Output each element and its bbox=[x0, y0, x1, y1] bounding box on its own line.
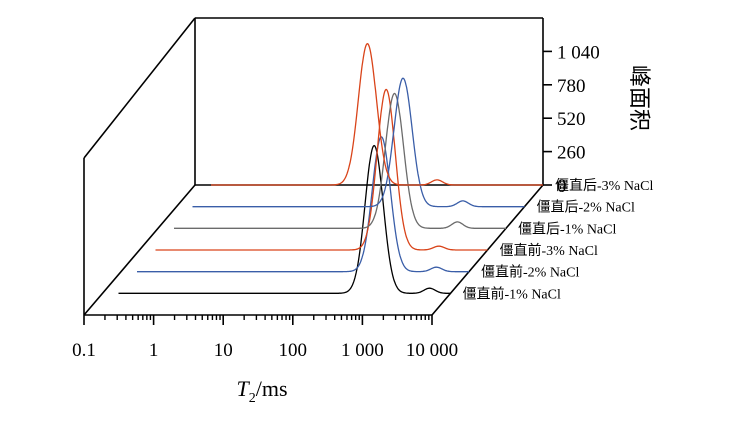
x-axis-ticks bbox=[83, 315, 433, 325]
z-tick-label: 780 bbox=[557, 76, 586, 97]
series-group bbox=[118, 43, 543, 294]
series-label: 僵直前-3% NaCl bbox=[500, 242, 598, 259]
x-tick-label: 10 bbox=[214, 340, 233, 361]
z-axis-ticks bbox=[543, 50, 552, 186]
series-line bbox=[192, 77, 525, 208]
z-tick-label: 0 bbox=[557, 176, 567, 197]
series-line bbox=[118, 144, 451, 294]
z-tick-label: 520 bbox=[557, 109, 586, 130]
x-tick-label: 100 bbox=[279, 340, 308, 361]
z-axis-tick-labels: 0 260 520 780 1 040 bbox=[557, 42, 600, 197]
z-tick-label: 1 040 bbox=[557, 42, 600, 63]
side-wall-top-edge bbox=[83, 17, 196, 159]
x-tick-label: 1 bbox=[149, 340, 159, 361]
series-label: 僵直前-1% NaCl bbox=[463, 285, 561, 302]
series-labels: 僵直前-1% NaCl 僵直前-2% NaCl 僵直前-3% NaCl 僵直后-1% … bbox=[463, 177, 654, 302]
series-line bbox=[174, 92, 506, 229]
x-tick-label: 1 000 bbox=[341, 340, 384, 361]
series-label: 僵直后-2% NaCl bbox=[537, 199, 635, 216]
series-line bbox=[211, 43, 543, 186]
series-label: 僵直前-2% NaCl bbox=[481, 264, 579, 281]
x-tick-label: 10 000 bbox=[406, 340, 458, 361]
series-line bbox=[155, 88, 488, 251]
x-axis-tick-labels: 0.1 1 10 100 1 000 10 000 bbox=[72, 340, 458, 361]
z-tick-label: 260 bbox=[557, 143, 586, 164]
chart-frame bbox=[83, 17, 544, 316]
series-line bbox=[137, 136, 469, 273]
x-axis-title: T2/ms bbox=[236, 376, 287, 406]
series-label: 僵直后-1% NaCl bbox=[518, 220, 616, 237]
series-label: 僵直后-3% NaCl bbox=[555, 177, 653, 194]
x-tick-label: 0.1 bbox=[72, 340, 96, 361]
floor-left-edge bbox=[83, 184, 196, 316]
z-axis-title: 峰面积 bbox=[627, 65, 652, 131]
